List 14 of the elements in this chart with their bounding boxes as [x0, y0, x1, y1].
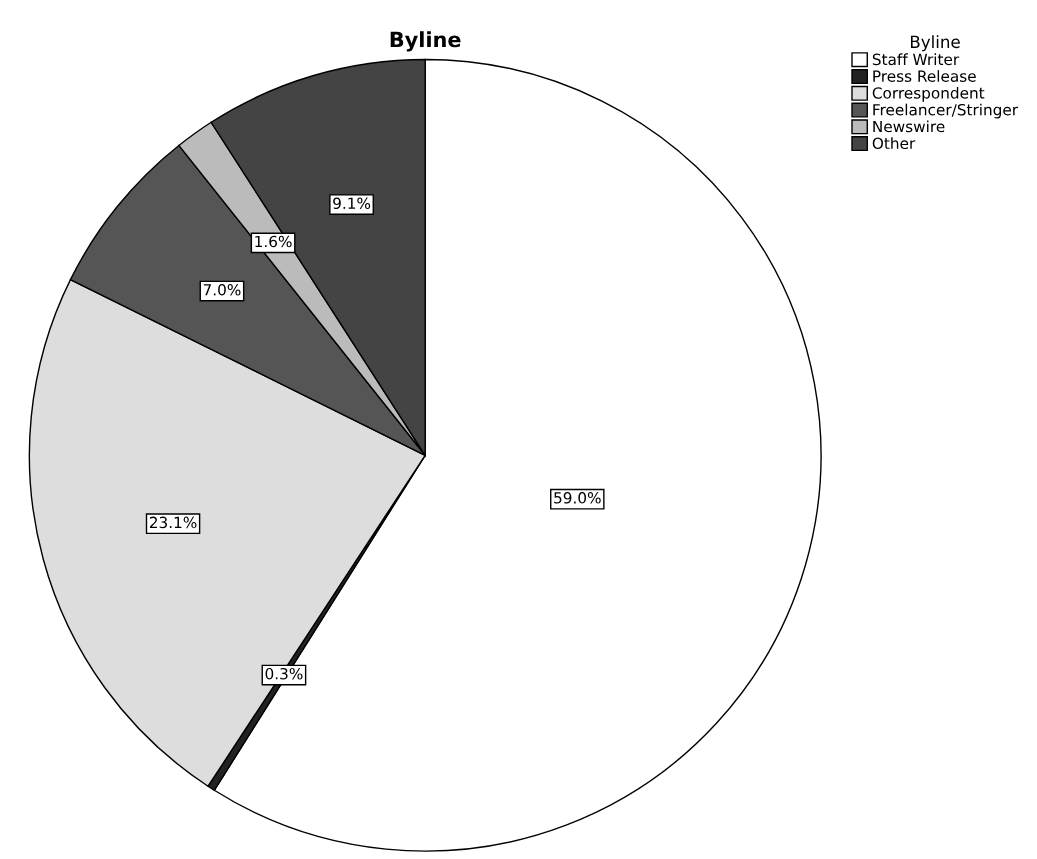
legend-label: Staff Writer: [872, 53, 960, 66]
data-label: 59.0%: [554, 492, 601, 504]
legend-label: Other: [872, 137, 916, 150]
data-label: 0.3%: [265, 667, 303, 680]
legend-label: Correspondent: [872, 86, 985, 102]
data-label: 1.6%: [255, 235, 292, 248]
data-label: 9.1%: [333, 197, 371, 210]
data-label: 23.1%: [149, 516, 197, 529]
legend-label: Newswire: [873, 120, 945, 133]
legend-label: Freelancer/Stringer: [873, 103, 1019, 119]
legend-title: Byline: [910, 35, 960, 52]
legend-label: Press Release: [873, 70, 976, 82]
chart-title: Byline: [390, 31, 461, 52]
data-label: 7.0%: [203, 283, 241, 296]
